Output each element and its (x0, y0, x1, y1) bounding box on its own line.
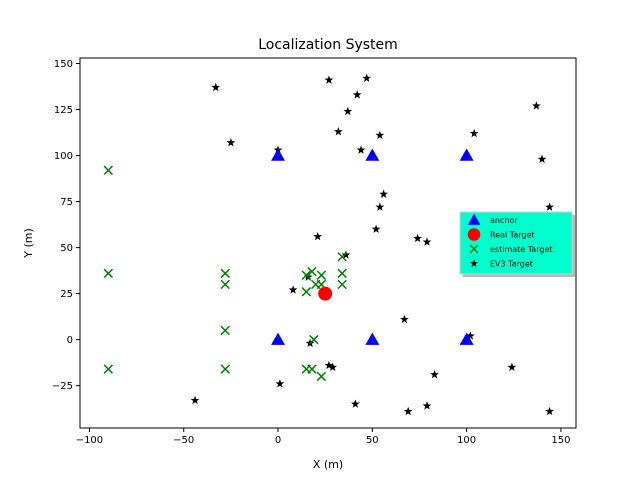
ev3-target-point (545, 202, 554, 211)
ev3-target-point (507, 362, 517, 371)
ev3-target-point (532, 101, 541, 110)
ev3-target-point (343, 106, 353, 116)
anchor-point (271, 148, 286, 161)
anchor-point (459, 148, 474, 161)
estimate-target-point (103, 268, 114, 279)
legend-label: estimate Target (490, 245, 553, 254)
ev3-target-point (288, 285, 298, 294)
ev3-target-point (375, 202, 385, 211)
x-tick-label: −50 (173, 435, 194, 446)
ev3-target-point (379, 189, 389, 198)
ev3-target-point (371, 224, 381, 233)
legend-marker (467, 213, 481, 225)
estimate-target-point (307, 266, 317, 277)
ev3-target-point (362, 73, 372, 82)
legend-marker (467, 228, 481, 241)
plot-marks (103, 73, 554, 416)
ev3-target-point (226, 138, 236, 147)
ev3-target-point (190, 395, 200, 405)
ev3-target-point (328, 362, 338, 371)
estimate-target-point (316, 371, 327, 382)
ev3-target-point (211, 82, 221, 92)
estimate-target-point (337, 252, 347, 262)
legend-marker (470, 259, 478, 267)
estimate-target-point (103, 364, 114, 374)
estimate-target-point (103, 165, 114, 176)
ev3-target-point (545, 406, 554, 416)
estimate-target-point (307, 364, 317, 374)
ev3-target-point (356, 145, 366, 154)
estimate-target-point (337, 268, 347, 279)
ev3-target-point (324, 360, 334, 370)
y-axis-label: Y (m) (22, 228, 35, 259)
estimate-target-point (316, 270, 327, 280)
x-tick-label: 50 (366, 435, 379, 446)
x-tick-label: 0 (275, 435, 281, 446)
anchor-point (271, 332, 286, 345)
y-tick-label: 50 (60, 243, 73, 254)
ev3-target-point (275, 379, 285, 388)
y-tick-label: 75 (60, 197, 73, 208)
estimate-target-point (301, 270, 312, 280)
anchor-point (459, 332, 474, 345)
ev3-target-point (400, 314, 409, 324)
y-tick-label: 100 (54, 151, 73, 162)
real-target-point (318, 286, 333, 301)
y-tick-label: 0 (67, 335, 73, 346)
legend: anchor Real Target estimate Target EV3 Targ… (459, 211, 575, 277)
estimate-target-point (301, 287, 312, 297)
plot-frame (79, 57, 577, 429)
anchor-point (365, 148, 380, 161)
estimate-target-point (220, 325, 230, 336)
x-tick-label: 150 (551, 435, 570, 446)
ev3-target-point (422, 237, 432, 246)
ev3-target-point (352, 90, 362, 99)
anchor-point (365, 332, 380, 345)
legend-label: EV3 Target (490, 260, 533, 269)
ev3-target-point (334, 127, 343, 136)
ev3-target-point (313, 231, 322, 241)
ev3-target-point (350, 399, 360, 408)
legend-label: anchor (490, 216, 518, 225)
estimate-target-point (220, 364, 230, 374)
estimate-target-point (337, 279, 347, 290)
y-tick-label: 125 (54, 105, 73, 116)
ev3-target-point (341, 250, 351, 259)
estimate-target-point (220, 279, 230, 290)
axis-ticks: −100 −50 0 50 100 150 −25 0 25 50 75 100 125 150 (52, 59, 571, 446)
ev3-target-point (413, 233, 422, 243)
y-tick-label: 25 (60, 289, 73, 300)
x-tick-label: 100 (457, 435, 476, 446)
ev3-target-point (324, 75, 334, 84)
legend-marker (469, 244, 479, 254)
ev3-target-point (375, 130, 385, 140)
x-tick-label: −100 (76, 435, 103, 446)
y-tick-label: 150 (54, 59, 73, 70)
ev3-target-point (537, 154, 547, 163)
x-axis-label: X (m) (313, 458, 343, 471)
legend-label: Real Target (490, 231, 535, 240)
estimate-target-point (309, 334, 319, 345)
ev3-target-point (430, 370, 439, 379)
ev3-target-point (469, 128, 479, 138)
estimate-target-point (220, 268, 230, 279)
ev3-target-point (466, 331, 475, 340)
ev3-target-point (422, 401, 432, 410)
y-tick-label: −25 (52, 381, 73, 392)
chart-title: Localization System (258, 37, 398, 53)
ev3-target-point (403, 406, 413, 416)
